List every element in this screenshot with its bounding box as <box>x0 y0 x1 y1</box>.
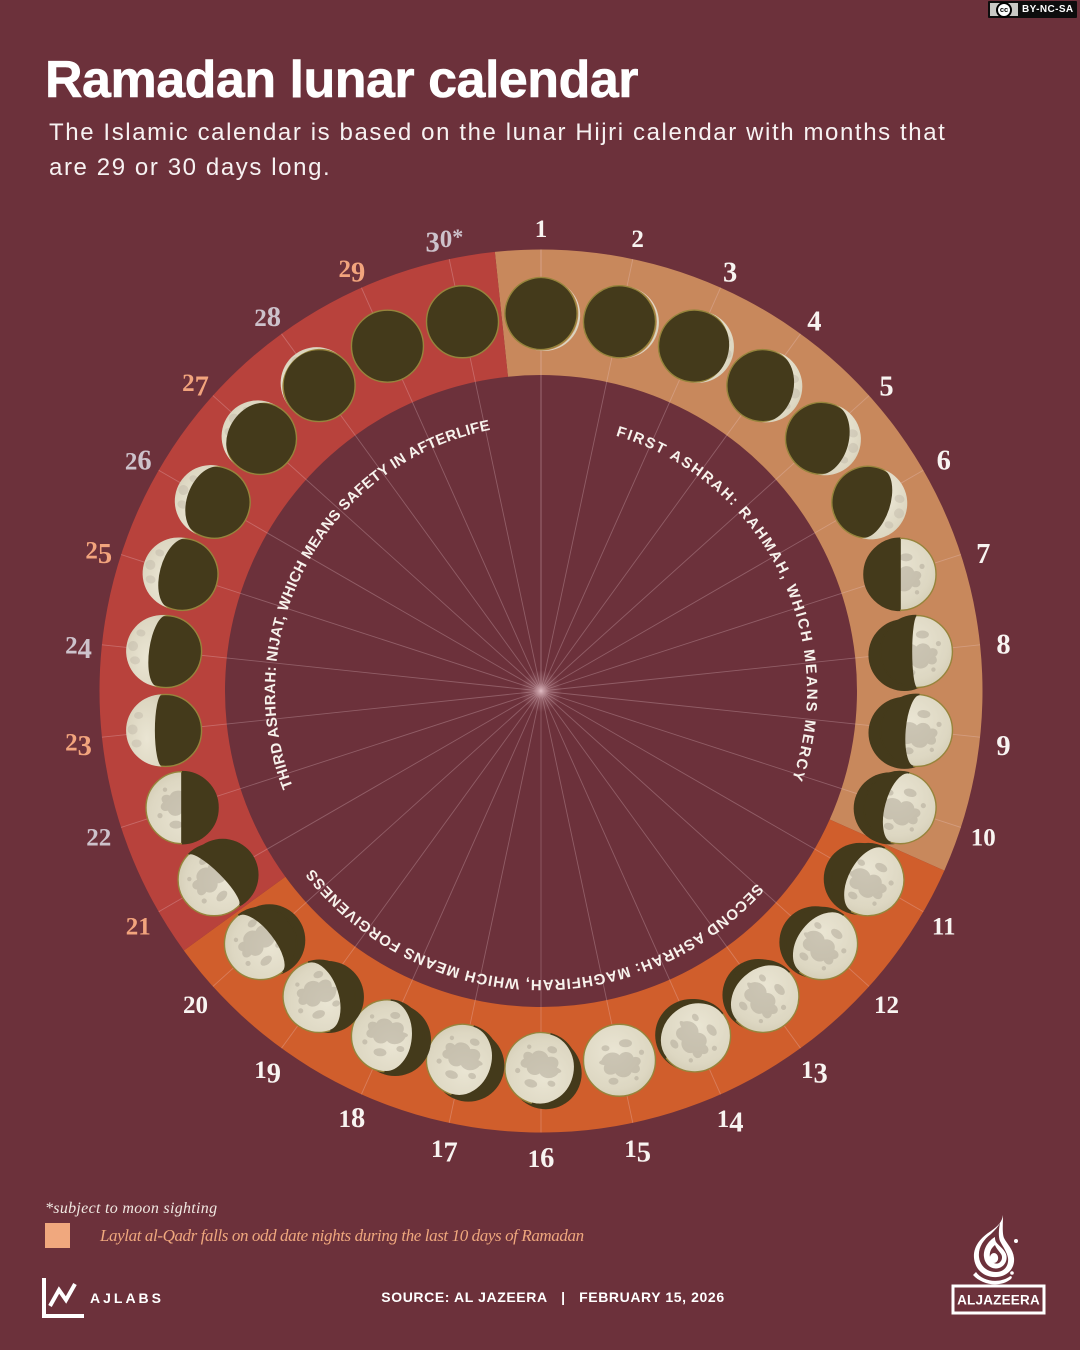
svg-text:21: 21 <box>126 914 151 941</box>
svg-text:18: 18 <box>338 1103 365 1134</box>
svg-text:5: 5 <box>879 371 893 402</box>
svg-text:2: 2 <box>631 226 644 253</box>
svg-text:24: 24 <box>65 632 92 665</box>
svg-text:14: 14 <box>717 1106 744 1139</box>
svg-text:3: 3 <box>723 258 737 289</box>
svg-text:28: 28 <box>254 302 281 333</box>
svg-text:11: 11 <box>932 914 956 941</box>
svg-text:20: 20 <box>183 992 208 1019</box>
svg-text:4: 4 <box>807 306 821 337</box>
svg-text:23: 23 <box>65 730 92 763</box>
svg-text:AJLABS: AJLABS <box>90 1290 164 1306</box>
svg-text:16: 16 <box>528 1143 555 1174</box>
svg-text:7: 7 <box>976 539 990 570</box>
svg-text:15: 15 <box>624 1136 651 1169</box>
svg-text:26: 26 <box>125 446 152 477</box>
svg-text:10: 10 <box>971 825 996 852</box>
svg-text:17: 17 <box>431 1136 458 1169</box>
svg-text:29: 29 <box>338 256 365 289</box>
svg-text:19: 19 <box>254 1057 281 1090</box>
svg-text:8: 8 <box>996 629 1010 660</box>
svg-text:25: 25 <box>85 537 112 570</box>
svg-text:6: 6 <box>937 446 951 477</box>
svg-text:1: 1 <box>535 216 548 243</box>
svg-text:30*: 30* <box>425 224 463 259</box>
svg-text:12: 12 <box>874 992 899 1019</box>
svg-text:ALJAZEERA: ALJAZEERA <box>957 1293 1040 1308</box>
svg-text:27: 27 <box>182 370 209 403</box>
svg-text:22: 22 <box>86 825 111 852</box>
svg-text:13: 13 <box>801 1057 828 1090</box>
svg-text:9: 9 <box>996 731 1010 762</box>
